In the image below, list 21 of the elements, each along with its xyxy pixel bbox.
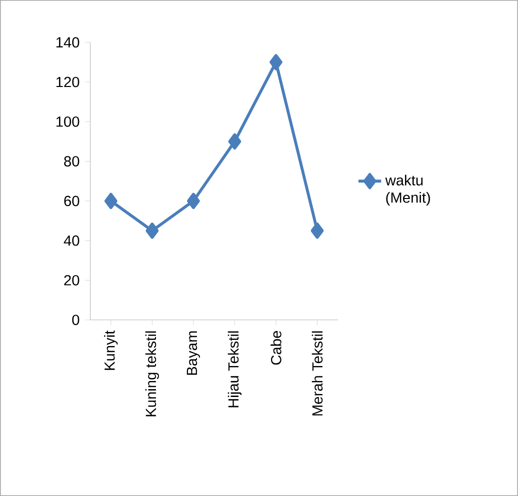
x-tick-label: Merah Tekstil <box>312 331 323 416</box>
y-tick-label: 80 <box>64 156 80 166</box>
point <box>146 222 159 239</box>
x-tick-label: Bayam <box>186 331 200 375</box>
point <box>270 54 282 70</box>
y-tick-label: 0 <box>72 314 80 326</box>
y-tick-label: 40 <box>64 235 80 246</box>
x-tick-label: Kuning tekstil <box>145 331 159 416</box>
y-tick-label: 60 <box>64 196 80 206</box>
y-tick-label: 100 <box>56 116 80 127</box>
point <box>104 192 118 210</box>
y-tick-label: 20 <box>64 275 80 286</box>
y-tick-label: 140 <box>56 37 80 48</box>
x-tick-label: Kunyit <box>104 330 118 370</box>
x-tick-label: Hijau Tekstil <box>228 331 242 408</box>
x-tick-label: Cabe <box>270 331 282 365</box>
y-tick-label: 120 <box>56 76 80 88</box>
legend-label: waktu (Menit) <box>385 174 430 206</box>
point <box>186 192 200 210</box>
point <box>228 133 242 150</box>
point <box>310 222 324 239</box>
